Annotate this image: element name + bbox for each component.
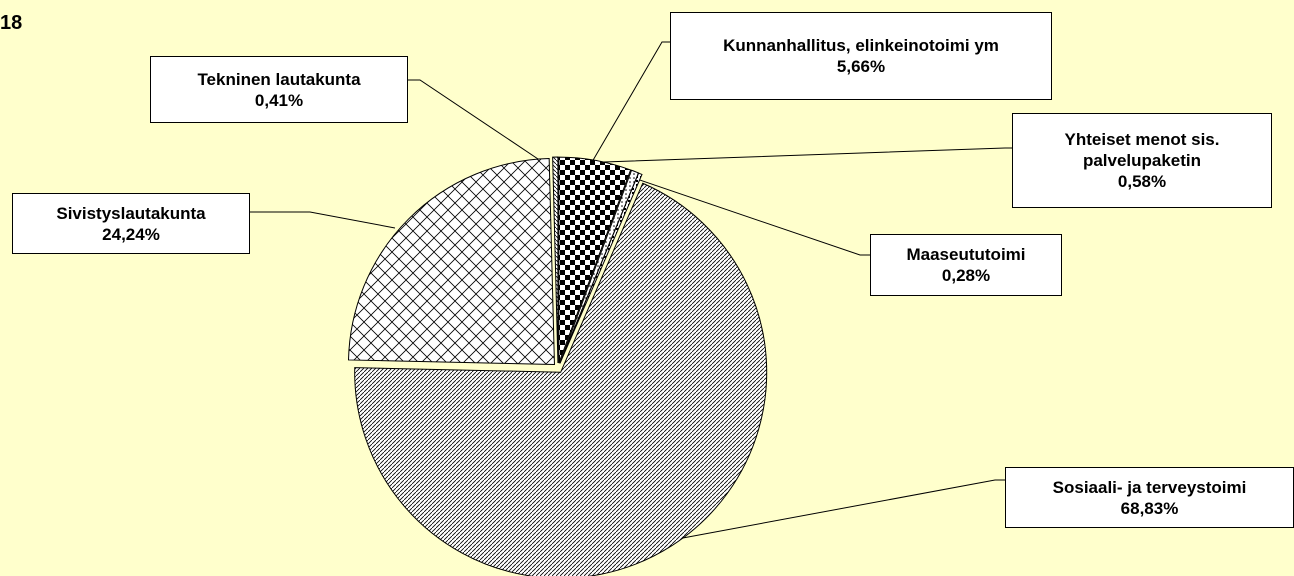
slice-value: 0,41% bbox=[254, 90, 304, 110]
pie-slice bbox=[354, 182, 768, 576]
pie-slice bbox=[347, 158, 555, 365]
data-label: Yhteiset menot sis. palvelupaketin 0,58% bbox=[1012, 113, 1272, 208]
slice-value: 0,58% bbox=[1117, 172, 1167, 191]
leader-lines bbox=[250, 41, 1012, 541]
pie-slice bbox=[558, 156, 632, 364]
slice-value: 0,28% bbox=[941, 266, 991, 285]
slice-name: Sosiaali- ja terveystoimi bbox=[1052, 477, 1247, 497]
slice-value: 24,24% bbox=[102, 224, 160, 244]
slice-name: Tekninen lautakunta bbox=[197, 69, 361, 89]
slice-name: Sivistyslautakunta bbox=[56, 203, 206, 223]
slice-name: Kunnanhallitus, elinkeinotoimi ym bbox=[723, 36, 999, 55]
slice-value: 68,83% bbox=[1120, 498, 1179, 518]
pie-slice bbox=[552, 156, 559, 364]
pie-slice bbox=[559, 172, 643, 364]
data-label: Tekninen lautakunta 0,41% bbox=[150, 56, 408, 123]
slice-name: Maaseututoimi bbox=[906, 245, 1026, 264]
data-label: Sivistyslautakunta 24,24% bbox=[12, 193, 250, 254]
chart-title: 18 bbox=[0, 12, 23, 34]
data-label: Sosiaali- ja terveystoimi 68,83% bbox=[1005, 467, 1294, 528]
data-label: Maaseututoimi 0,28% bbox=[870, 234, 1062, 296]
data-label: Kunnanhallitus, elinkeinotoimi ym 5,66% bbox=[670, 12, 1052, 100]
slice-name: Yhteiset menot sis. palvelupaketin bbox=[1064, 130, 1220, 170]
slice-value: 5,66% bbox=[836, 57, 886, 76]
